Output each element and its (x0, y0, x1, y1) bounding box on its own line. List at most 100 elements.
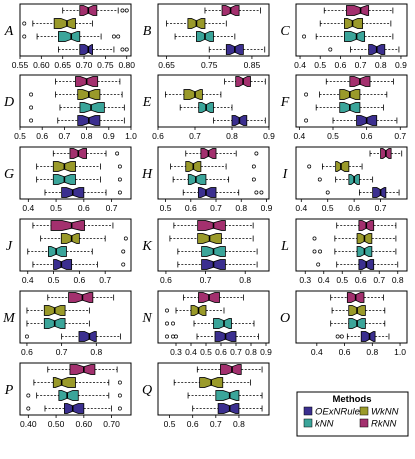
notched-box (215, 390, 240, 401)
x-tick-label: 0.4 (185, 347, 197, 357)
x-tick-label: 0.5 (164, 419, 176, 429)
legend: Methods OExNRule kNN WkNN RkNN (296, 391, 409, 437)
box-knn (315, 102, 384, 113)
box-rknn (185, 148, 259, 159)
notched-box (220, 364, 242, 375)
panel-label: D (3, 95, 14, 110)
x-tick-label: 0.65 (158, 60, 175, 70)
x-tick-label: 0.55 (12, 60, 29, 70)
x-tick-label: 0.6 (355, 275, 367, 285)
box-wknn (304, 89, 388, 100)
box-rknn (369, 148, 403, 159)
x-tick-label: 0.70 (76, 60, 93, 70)
box-knn (187, 390, 263, 401)
x-tick-label: 0.60 (33, 60, 50, 70)
notched-box (360, 331, 376, 342)
box-rknn (323, 5, 394, 16)
box-wknn (173, 377, 251, 388)
outlier-point (302, 34, 307, 39)
box-knn (179, 102, 233, 113)
x-tick-label: 0.9 (395, 60, 407, 70)
x-tick-label: 0.4 (295, 203, 307, 213)
outlier-point (307, 164, 312, 169)
panel-label: B (143, 24, 152, 39)
x-tick-label: 0.7 (58, 131, 70, 141)
x-tick-label: 0.9 (103, 131, 115, 141)
outlier-point (117, 380, 122, 385)
x-tick-label: 0.5 (50, 203, 62, 213)
x-tick-label: 0.7 (99, 275, 111, 285)
x-tick-label: 0.6 (339, 347, 351, 357)
notched-box (217, 403, 240, 414)
notched-box (213, 318, 232, 329)
panel-frame (295, 218, 408, 272)
x-tick-label: 1.0 (125, 131, 137, 141)
box-wknn (165, 305, 225, 316)
outlier-point (121, 262, 126, 267)
box-wknn (26, 305, 90, 316)
panel-label: G (4, 167, 14, 182)
box-wknn (169, 233, 254, 244)
box-rknn (330, 292, 384, 303)
box-knn (330, 318, 386, 329)
x-tick-label: 0.80 (118, 60, 135, 70)
x-tick-label: 0.6 (73, 275, 85, 285)
box-knn (29, 102, 125, 113)
notched-box (344, 31, 366, 42)
box-knn (22, 31, 121, 42)
box-oexnrule (177, 259, 258, 270)
notched-box (187, 174, 207, 185)
x-tick-label: 0.85 (244, 60, 261, 70)
outlier-point (325, 190, 330, 195)
outlier-point (259, 190, 264, 195)
box-knn (302, 31, 394, 42)
box-wknn (29, 89, 123, 100)
outlier-point (124, 8, 129, 13)
panel-d: D 0.5 0.6 0.7 0.8 0.9 1.0 (3, 74, 137, 141)
panel-frame (157, 362, 270, 416)
box-oexnrule (335, 331, 390, 342)
notched-box (197, 220, 226, 231)
outlier-point (120, 47, 125, 52)
outlier-point (165, 308, 169, 313)
notched-box (52, 377, 76, 388)
panel-frame (157, 146, 270, 200)
box-knn (27, 246, 126, 257)
box-wknn (307, 161, 363, 172)
panel-f: F 0.4 0.5 0.6 0.7 (280, 74, 408, 141)
box-knn (26, 318, 90, 329)
outlier-point (116, 34, 121, 39)
outlier-point (26, 406, 31, 411)
outlier-point (22, 21, 27, 26)
x-tick-label: 1.0 (394, 347, 406, 357)
panels-group: A 0.55 0.60 0.65 0.70 0.75 0.80 B 0.65 0.75 0.85 C 0… (2, 3, 408, 429)
notched-box (372, 187, 387, 198)
box-wknn (331, 305, 386, 316)
box-knn (26, 390, 122, 401)
notched-box (58, 390, 79, 401)
x-tick-label: 0.75 (97, 60, 114, 70)
x-tick-label: 0.6 (348, 203, 360, 213)
x-tick-label: 0.8 (81, 131, 93, 141)
panel-label: J (6, 239, 13, 254)
box-wknn (33, 377, 122, 388)
notched-box (47, 246, 67, 257)
box-oexnrule (165, 331, 259, 342)
notched-box (335, 161, 350, 172)
box-rknn (224, 76, 266, 87)
x-tick-label: 0.8 (90, 347, 102, 357)
panel-label: O (280, 311, 290, 326)
panel-label: H (141, 167, 153, 182)
x-tick-label: 0.8 (233, 419, 245, 429)
x-tick-label: 0.4 (22, 203, 34, 213)
x-tick-label: 0.8 (235, 203, 247, 213)
x-tick-label: 0.9 (260, 347, 272, 357)
panel-g: G 0.4 0.5 0.6 0.7 (4, 146, 132, 213)
outlier-point (251, 177, 256, 182)
box-oexnrule (44, 187, 122, 198)
outlier-point (124, 47, 129, 52)
box-rknn (183, 292, 244, 303)
x-tick-label: 0.8 (226, 131, 238, 141)
notched-box (197, 187, 217, 198)
x-tick-label: 0.7 (230, 347, 242, 357)
